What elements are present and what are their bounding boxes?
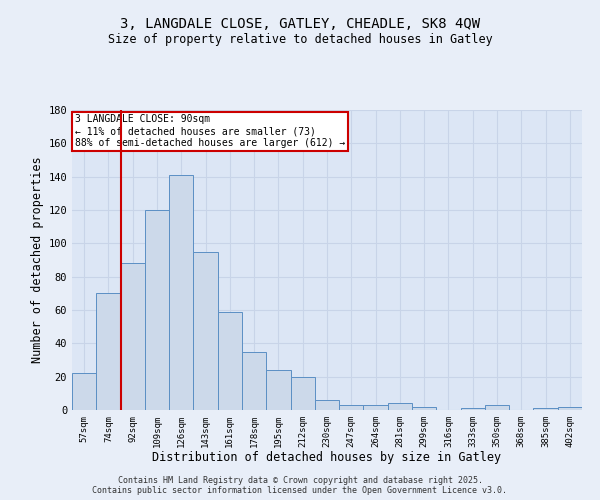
Bar [485, 405, 509, 410]
Bar [290, 376, 315, 410]
Bar [242, 352, 266, 410]
Bar [364, 405, 388, 410]
Bar [388, 404, 412, 410]
Bar [96, 294, 121, 410]
Bar [558, 406, 582, 410]
Y-axis label: Number of detached properties: Number of detached properties [31, 156, 44, 364]
Text: Size of property relative to detached houses in Gatley: Size of property relative to detached ho… [107, 32, 493, 46]
Bar [461, 408, 485, 410]
Bar [145, 210, 169, 410]
Bar [339, 405, 364, 410]
Bar [412, 406, 436, 410]
Bar [218, 312, 242, 410]
X-axis label: Distribution of detached houses by size in Gatley: Distribution of detached houses by size … [152, 452, 502, 464]
Text: 3 LANGDALE CLOSE: 90sqm
← 11% of detached houses are smaller (73)
88% of semi-de: 3 LANGDALE CLOSE: 90sqm ← 11% of detache… [74, 114, 345, 148]
Bar [72, 374, 96, 410]
Bar [266, 370, 290, 410]
Bar [121, 264, 145, 410]
Text: Contains HM Land Registry data © Crown copyright and database right 2025.
Contai: Contains HM Land Registry data © Crown c… [92, 476, 508, 495]
Bar [533, 408, 558, 410]
Text: 3, LANGDALE CLOSE, GATLEY, CHEADLE, SK8 4QW: 3, LANGDALE CLOSE, GATLEY, CHEADLE, SK8 … [120, 18, 480, 32]
Bar [315, 400, 339, 410]
Bar [193, 252, 218, 410]
Bar [169, 175, 193, 410]
